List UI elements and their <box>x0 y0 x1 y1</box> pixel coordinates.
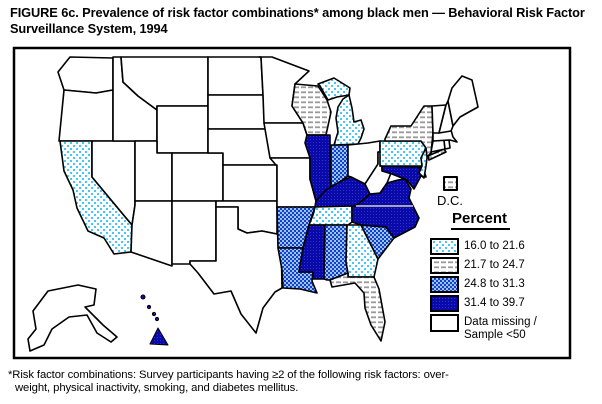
state-NY-long-island <box>427 148 447 161</box>
legend-swatch-5 <box>430 314 459 332</box>
state-MI-lower <box>333 94 365 146</box>
state-TX <box>189 206 283 334</box>
legend-swatch-1 <box>430 238 459 255</box>
figure-title: FIGURE 6c. Prevalence of risk factor com… <box>10 5 585 36</box>
legend-swatch-3 <box>430 276 459 293</box>
state-FL <box>329 272 386 342</box>
state-MO <box>269 157 317 208</box>
dc-label: D.C. <box>437 193 463 208</box>
state-RI <box>443 139 451 150</box>
state-AL <box>323 224 349 281</box>
footnote-line-2: weight, physical inactivity, smoking, an… <box>15 382 299 394</box>
legend-label-1: 16.0 to 21.6 <box>464 240 525 252</box>
legend-swatch-2 <box>430 257 459 274</box>
state-NC <box>351 205 420 239</box>
legend-label-3: 24.8 to 31.3 <box>464 278 525 290</box>
legend-swatch-4 <box>430 295 459 312</box>
state-WA <box>57 56 114 94</box>
legend-label-2: 21.7 to 24.7 <box>464 259 525 271</box>
state-WY <box>156 105 209 154</box>
state-HI <box>140 294 146 300</box>
state-NM <box>171 200 217 265</box>
state-HI <box>151 311 157 317</box>
state-CT <box>430 139 446 153</box>
state-KS <box>222 164 278 202</box>
state-HI <box>149 327 169 346</box>
state-AK <box>27 284 118 352</box>
legend-swatches <box>430 238 459 332</box>
state-HI <box>146 304 152 310</box>
states-group <box>27 56 479 352</box>
dc-swatch <box>443 176 458 191</box>
legend-label-4: 31.4 to 39.7 <box>464 297 525 309</box>
state-HI-islands <box>140 294 169 346</box>
state-ND <box>207 56 264 96</box>
state-MI-upper <box>317 77 351 101</box>
legend-title: Percent <box>451 210 511 230</box>
state-ME <box>447 75 479 127</box>
state-CO <box>171 152 224 202</box>
state-IA <box>263 122 311 159</box>
state-HI <box>154 316 160 322</box>
legend-label-5: Data missing / Sample <50 <box>464 316 537 341</box>
footnote-line-1: *Risk factor combinations: Survey partic… <box>8 369 449 381</box>
state-PA <box>379 140 427 167</box>
state-SD <box>207 94 266 130</box>
state-TN <box>308 205 353 226</box>
state-OR <box>58 89 114 142</box>
